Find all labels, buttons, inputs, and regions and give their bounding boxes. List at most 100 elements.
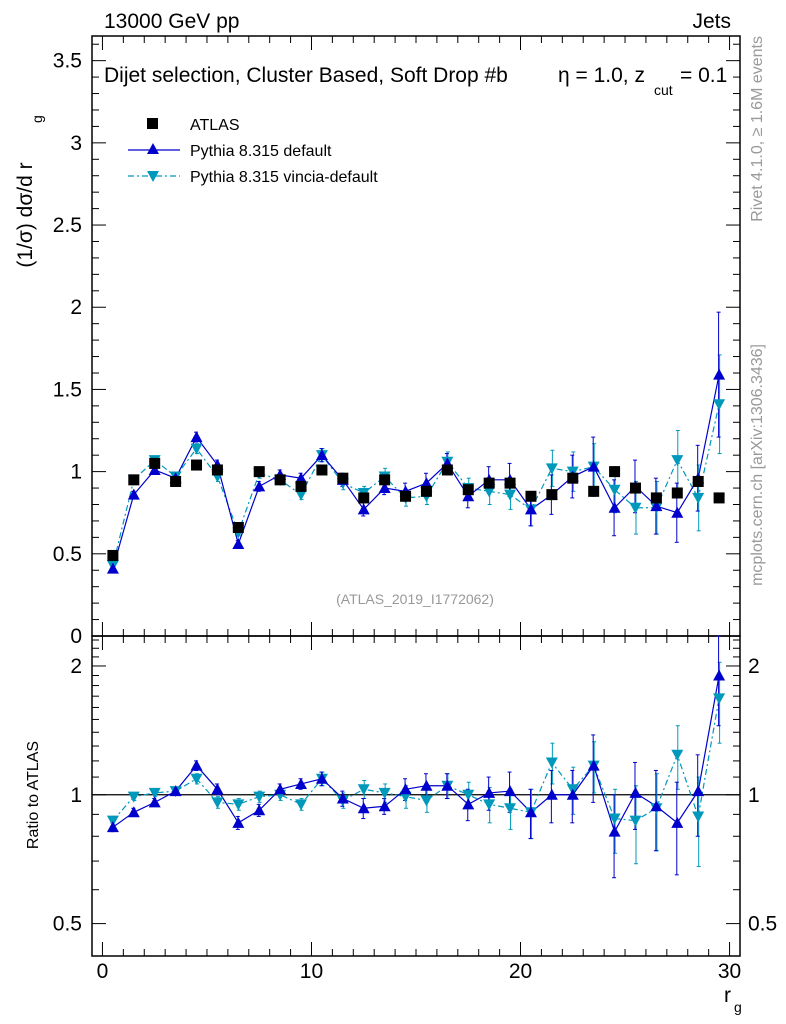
legend: ATLAS Pythia 8.315 default Pythia 8.315 … [128, 117, 378, 186]
default-line-main [112, 374, 720, 569]
x-tick-label: 0 [97, 960, 109, 983]
x-label: r g [724, 984, 742, 1015]
default-point-main [524, 503, 537, 515]
default-point-main [671, 506, 684, 518]
default-point-main [315, 449, 328, 461]
vincia-point-ratio [253, 791, 266, 803]
atlas-point-main [232, 522, 244, 534]
atlas-point-main [337, 472, 349, 484]
vincia-point-ratio [399, 791, 412, 803]
default-point-ratio [378, 800, 391, 812]
y-tick-label-main: 0 [70, 625, 82, 648]
vincia-point-ratio [608, 813, 621, 825]
vincia-point-ratio [629, 815, 642, 827]
vincia-point-main [671, 455, 684, 467]
default-point-ratio [608, 825, 621, 837]
default-point-ratio [295, 777, 308, 789]
default-point-ratio [148, 796, 161, 808]
y-tick-label-main: 2.5 [53, 214, 82, 237]
default-point-main [608, 501, 621, 513]
legend-label-atlas: ATLAS [190, 117, 240, 134]
atlas-point-main [128, 474, 140, 486]
default-point-ratio [671, 816, 684, 828]
atlas-point-main [400, 490, 412, 502]
atlas-point-main [588, 485, 600, 497]
vincia-point-main [295, 489, 308, 501]
y-tick-label-ratio: 0.5 [53, 913, 82, 936]
default-point-main [357, 503, 370, 515]
atlas-point-main [567, 472, 579, 484]
vincia-line-ratio [112, 698, 720, 822]
vincia-point-ratio [211, 797, 224, 809]
default-point-ratio [504, 785, 517, 797]
atlas-point-main [525, 490, 537, 502]
main-title: Dijet selection, Cluster Based, Soft Dro… [104, 64, 727, 98]
default-point-main [378, 482, 391, 494]
default-point-ratio [524, 806, 537, 818]
default-point-ratio [462, 798, 475, 810]
ratio-ylabel: Ratio to ATLAS [25, 741, 42, 849]
axes-layer: 0 10 20 30 0 0.5 1 1.5 2 2.5 3 3.5 0.5 0.5 1 1 2 2 [53, 36, 777, 983]
vincia-point-ratio [420, 795, 433, 807]
atlas-point-main [316, 464, 328, 476]
default-point-ratio [713, 669, 726, 681]
vincia-point-ratio [357, 784, 370, 796]
default-point-main [190, 431, 203, 443]
default-point-ratio [357, 802, 370, 814]
default-point-ratio [399, 783, 412, 795]
x-tick-label: 30 [718, 960, 741, 983]
default-point-main [713, 368, 726, 380]
atlas-point-main [379, 474, 391, 486]
atlas-point-main [692, 475, 704, 487]
default-point-ratio [190, 759, 203, 771]
main-title-eta: η = 1.0, z [558, 64, 645, 87]
vincia-point-main [713, 399, 726, 411]
default-point-ratio [629, 786, 642, 798]
vincia-point-ratio [127, 791, 140, 803]
vincia-line-main [112, 404, 720, 566]
x-label-sub: g [734, 999, 742, 1015]
atlas-point-main [211, 464, 223, 476]
x-label-text: r [724, 984, 731, 1007]
default-point-main [420, 477, 433, 489]
process-label: 13000 GeV pp [104, 10, 239, 33]
y-tick-label-main: 2 [70, 296, 82, 319]
atlas-point-main [713, 492, 725, 504]
default-point-main [106, 562, 119, 574]
atlas-point-main [504, 477, 516, 489]
vincia-point-ratio [232, 799, 245, 811]
atlas-point-main [253, 466, 265, 478]
y-tick-label-main: 1 [70, 461, 82, 484]
default-point-main [232, 537, 245, 549]
default-point-ratio [106, 821, 119, 833]
default-point-ratio [253, 804, 266, 816]
analysis-watermark: (ATLAS_2019_I1772062) [336, 591, 494, 607]
main-title-sub: cut [654, 82, 673, 98]
atlas-point-main [462, 484, 474, 496]
default-point-main [253, 480, 266, 492]
vincia-point-main [692, 492, 705, 504]
vincia-point-main [190, 443, 203, 455]
vincia-point-main [629, 502, 642, 514]
main-ylabel-sub: g [29, 115, 45, 123]
default-point-main [650, 500, 663, 512]
vincia-point-main [608, 484, 621, 496]
vincia-point-ratio [295, 799, 308, 811]
vincia-point-ratio [671, 749, 684, 761]
vincia-point-ratio [190, 773, 203, 785]
ratio-panel-frame [91, 635, 741, 957]
x-tick-label: 10 [300, 960, 323, 983]
default-point-ratio [274, 783, 287, 795]
legend-marker-atlas [147, 118, 158, 129]
default-point-ratio [315, 772, 328, 784]
side-mcplots-label: mcplots.cern.ch [arXiv:1306.3436] [749, 344, 766, 586]
vincia-point-main [483, 486, 496, 498]
side-rivet-label: Rivet 4.1.0, ≥ 1.6M events [749, 36, 766, 222]
default-point-ratio [692, 785, 705, 797]
atlas-point-main [441, 464, 453, 476]
vincia-point-ratio [483, 799, 496, 811]
main-title-tail: = 0.1 [680, 64, 727, 87]
default-point-ratio [169, 785, 182, 797]
y-tick-label-ratio-right: 0.5 [748, 913, 777, 936]
default-line-ratio [112, 675, 720, 834]
